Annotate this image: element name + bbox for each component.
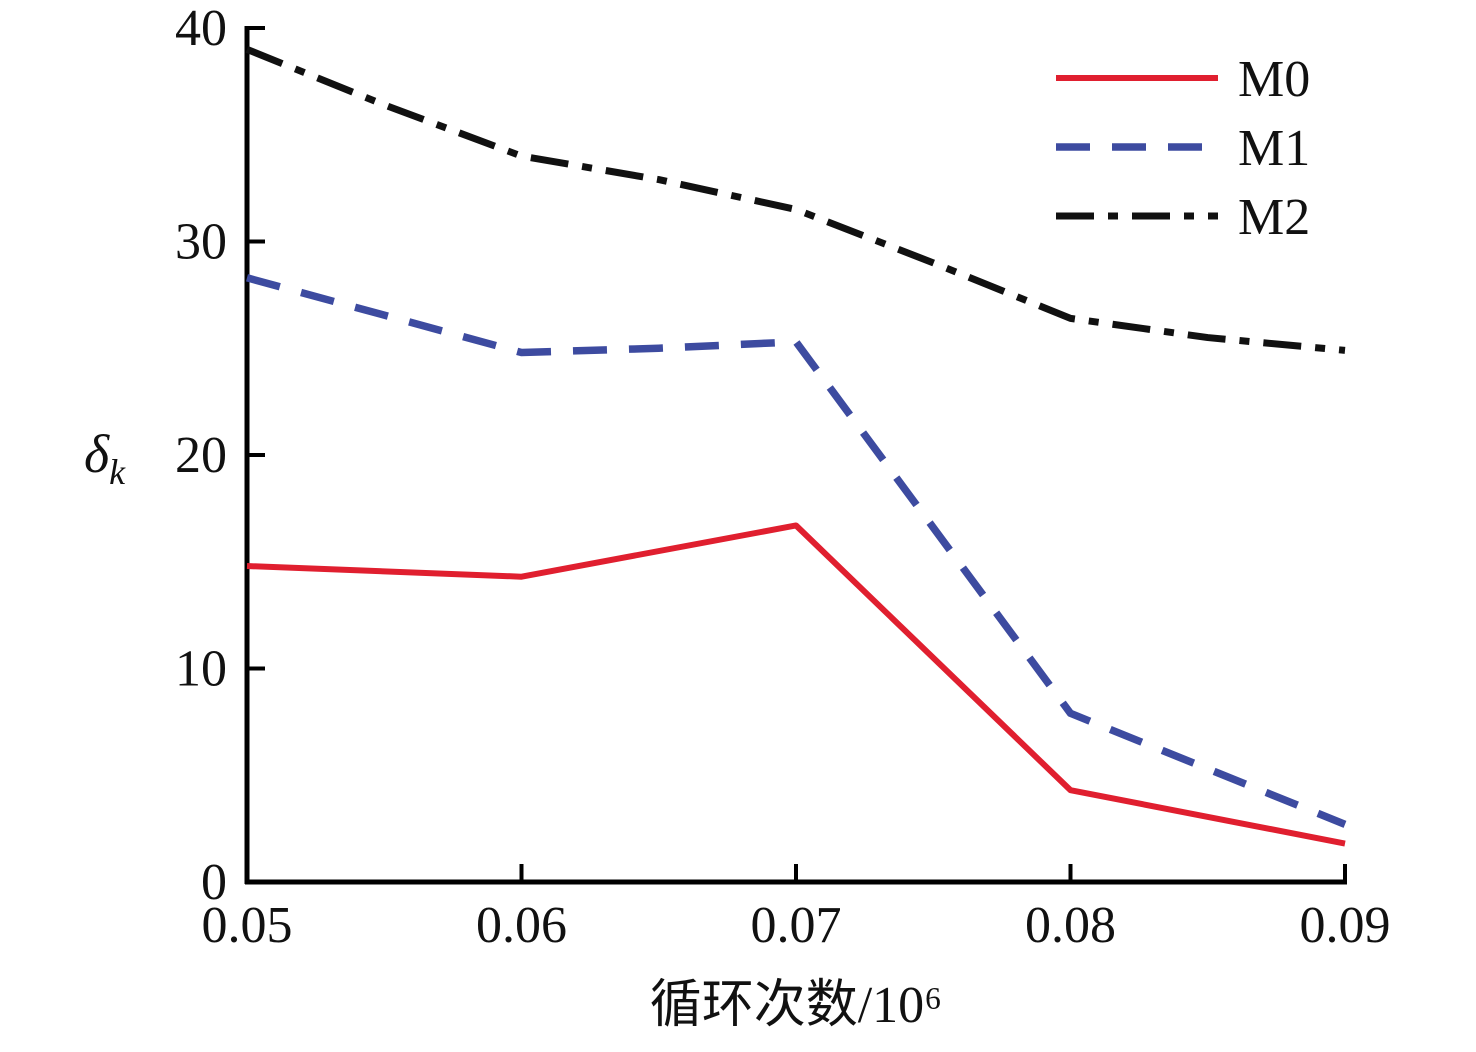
x-tick-label: 0.07 <box>751 897 842 954</box>
series-line-M2 <box>245 46 1346 354</box>
y-tick-label: 20 <box>175 427 227 484</box>
y-tick-label: 40 <box>175 0 227 57</box>
y-tick-label: 30 <box>175 214 227 271</box>
x-tick-label: 0.08 <box>1025 897 1116 954</box>
x-tick-label: 0.09 <box>1300 897 1391 954</box>
series-line-M1 <box>246 274 1347 828</box>
x-tick-label: 0.06 <box>476 897 567 954</box>
plot-layer: 0 10 20 30 40 0.05 0.06 0.07 0.08 0.09 M0 M1 M2 <box>175 0 1391 954</box>
legend-label-M1: M1 <box>1238 120 1310 177</box>
legend-label-M2: M2 <box>1238 189 1310 246</box>
series-line-M0 <box>246 522 1346 847</box>
y-tick-label: 0 <box>201 854 227 911</box>
y-tick-label: 10 <box>175 641 227 698</box>
y-axis-label: δk <box>84 424 126 492</box>
legend-label-M0: M0 <box>1238 51 1310 108</box>
x-axis-label: 循环次数/10⁶ <box>650 977 943 1034</box>
x-tick-label: 0.05 <box>202 897 293 954</box>
